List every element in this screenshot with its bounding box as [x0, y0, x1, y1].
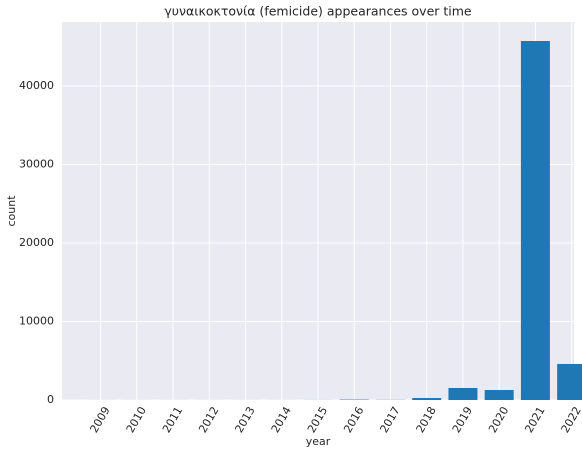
y-tick-label: 20000	[19, 236, 54, 249]
bar	[448, 387, 478, 400]
bar	[520, 40, 550, 400]
chart-title: γυναικοκτονία (femicide) appearances ove…	[164, 4, 472, 19]
x-tick-label: 2012	[196, 404, 221, 435]
x-tick-label: 2009	[88, 404, 113, 435]
x-tick-label: 2021	[522, 404, 547, 435]
y-tick-label: 40000	[19, 79, 54, 92]
x-tick-label: 2015	[305, 404, 330, 435]
y-tick-label: 0	[47, 393, 54, 406]
x-tick-label: 2020	[486, 404, 511, 435]
x-tick-label: 2022	[559, 404, 582, 435]
x-tick-label: 2011	[160, 404, 185, 435]
x-tick-label: 2010	[124, 404, 149, 435]
x-tick-label: 2014	[269, 404, 294, 435]
x-axis-label: year	[306, 435, 331, 448]
bar	[484, 390, 514, 400]
x-tick-label: 2018	[414, 404, 439, 435]
bar	[557, 363, 582, 400]
bar	[412, 398, 442, 400]
y-tick-label: 30000	[19, 157, 54, 170]
x-tick-label: 2019	[450, 404, 475, 435]
x-tick-label: 2017	[377, 404, 402, 435]
y-tick-label: 10000	[19, 314, 54, 327]
y-axis-label: count	[5, 195, 18, 227]
x-tick-label: 2013	[232, 404, 257, 435]
x-tick-label: 2016	[341, 404, 366, 435]
